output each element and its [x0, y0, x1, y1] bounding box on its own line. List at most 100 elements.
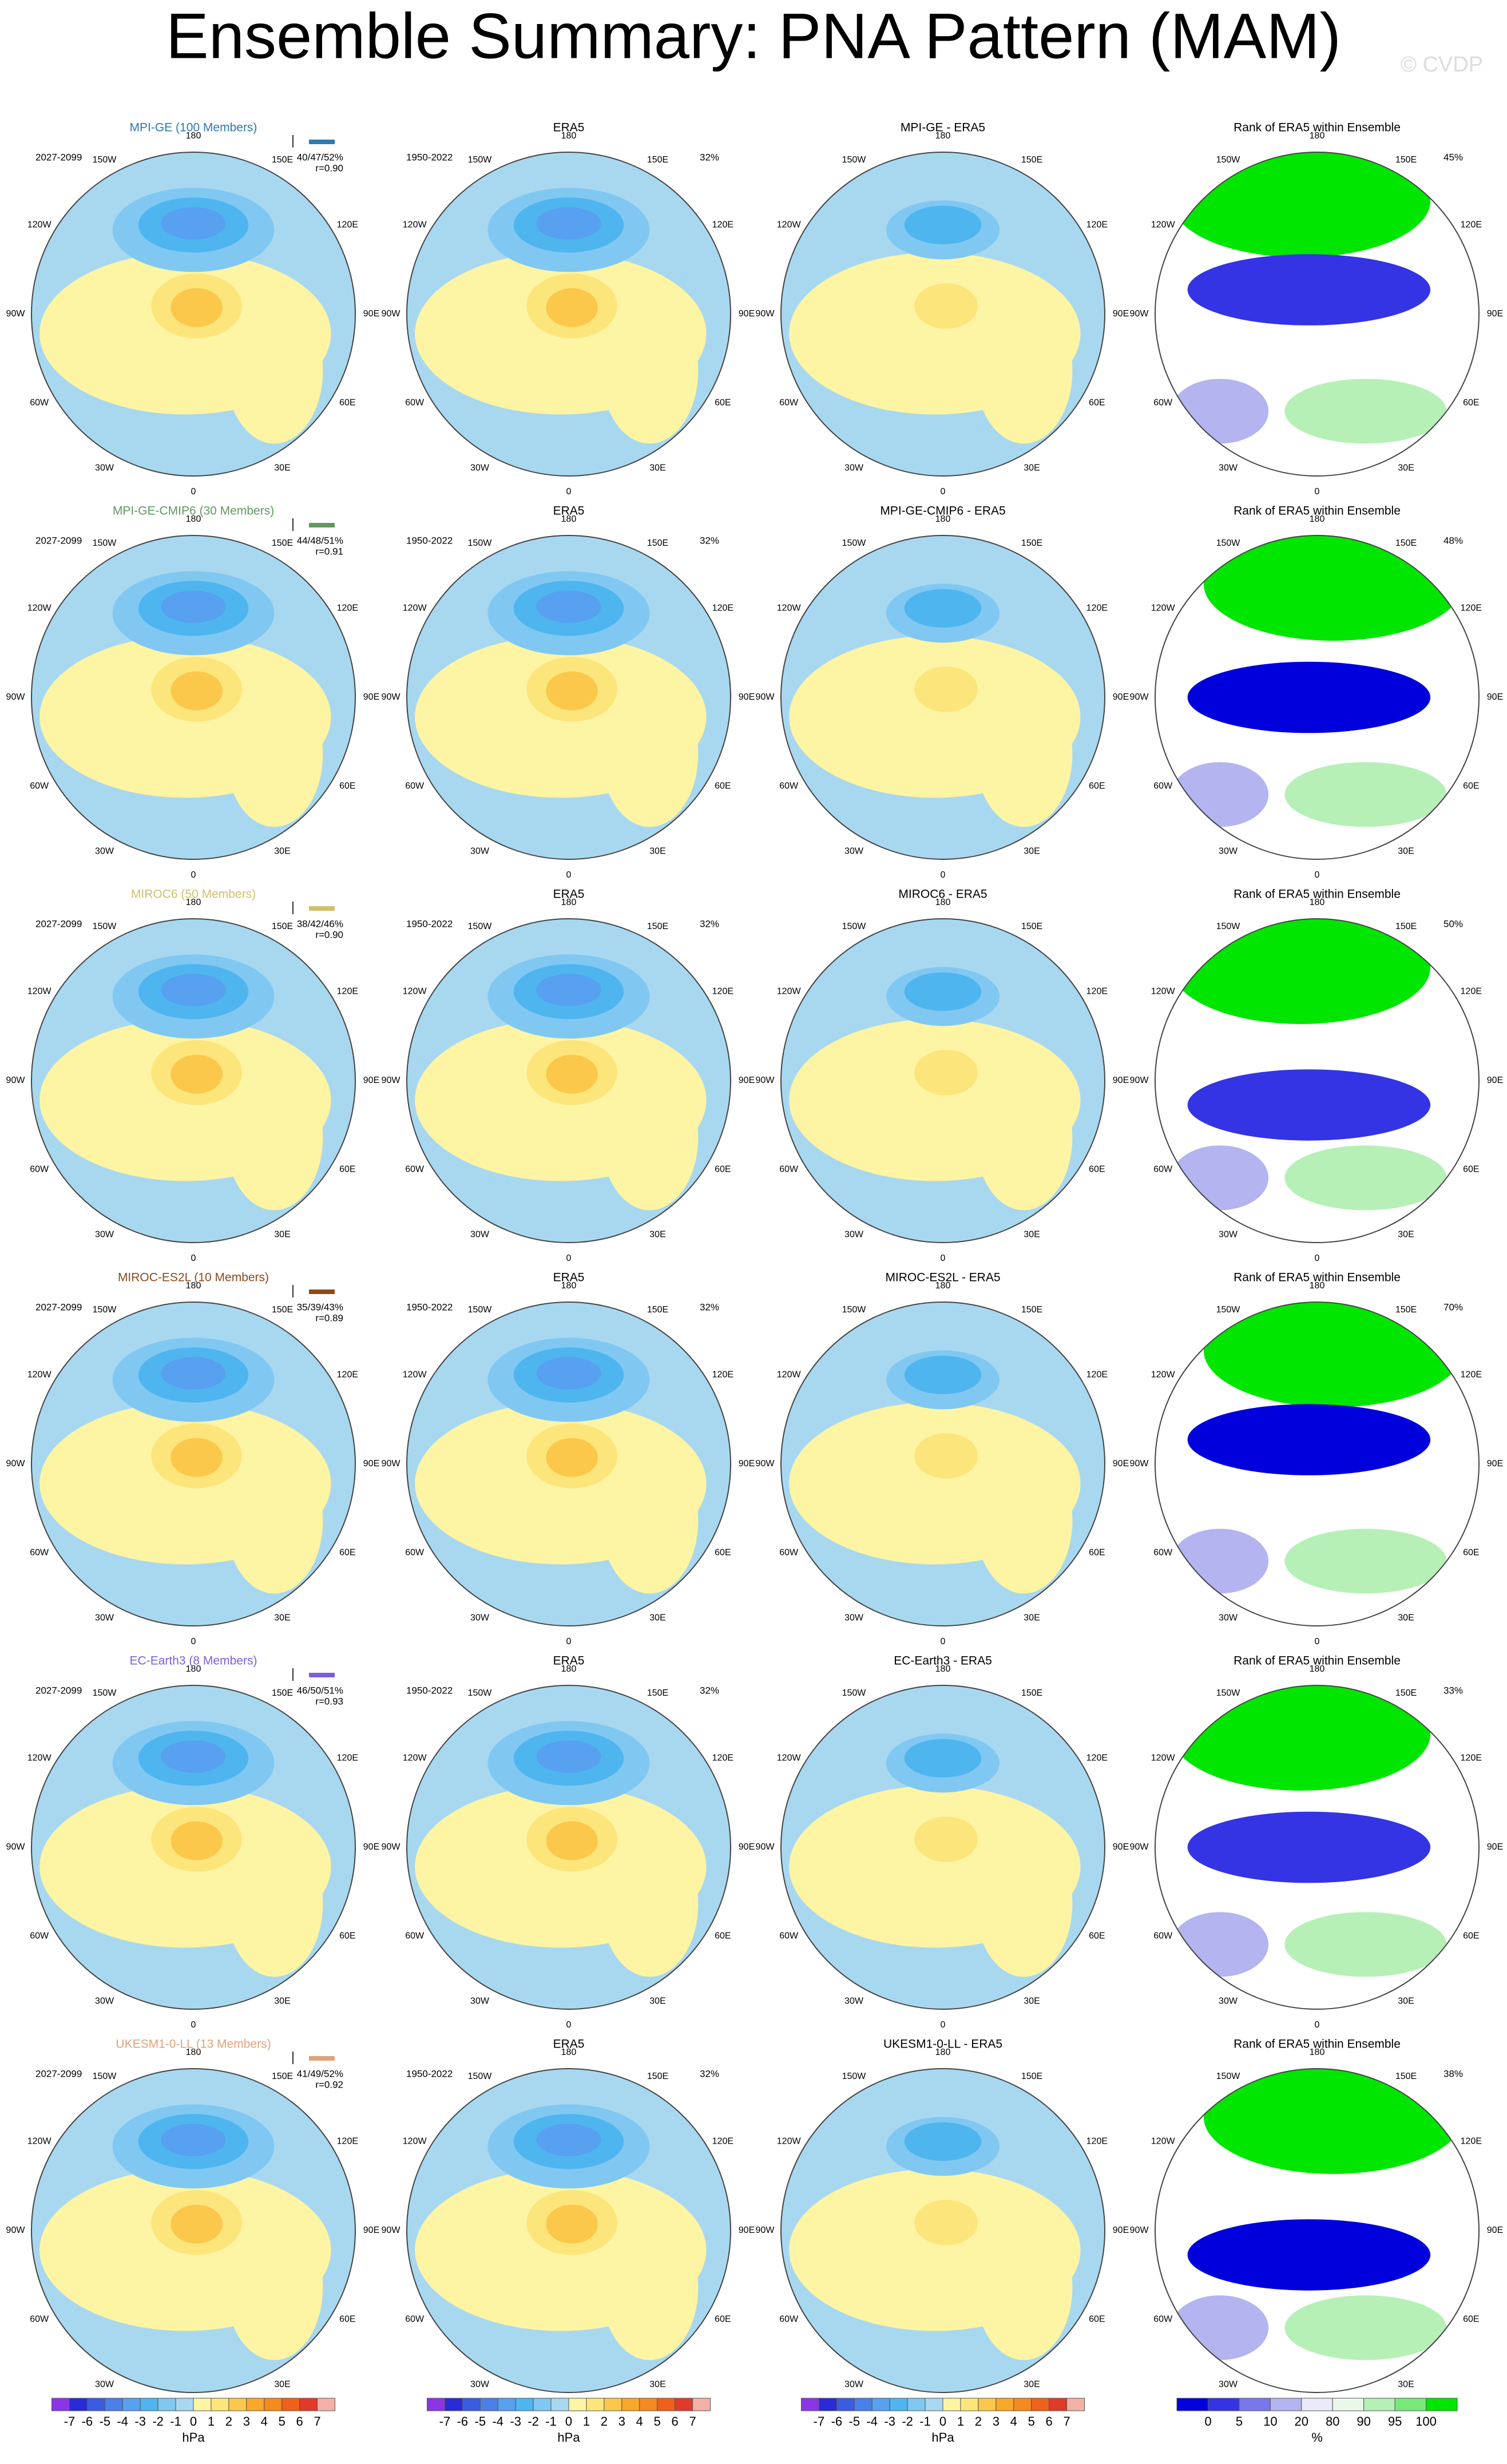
map-label: 0 — [1315, 2020, 1320, 2030]
colorbar-box — [1207, 2398, 1240, 2411]
colorbar-label: 3 — [243, 2414, 250, 2429]
map-label: 150E — [1395, 538, 1417, 548]
map-label: 60W — [405, 781, 425, 791]
map — [781, 919, 1105, 1243]
field-positive — [546, 671, 598, 711]
map-label: 150E — [1021, 2072, 1042, 2081]
map-label: 90W — [756, 692, 775, 702]
map-label: 120E — [1086, 2137, 1108, 2146]
field-negative — [904, 1739, 982, 1778]
map-label: 150W — [842, 1305, 867, 1315]
map-label: 60E — [715, 1165, 731, 1175]
map-label: 120E — [337, 1753, 358, 1763]
colorbar-box — [586, 2398, 605, 2411]
colorbar-label: -5 — [475, 2414, 486, 2429]
map-label: 90W — [382, 1076, 401, 1085]
colorbar-label: 1 — [957, 2414, 964, 2429]
map-label: 90E — [1113, 1842, 1129, 1852]
colorbar-label: 6 — [1046, 2414, 1053, 2429]
map-label: 180 — [935, 898, 951, 907]
map-label: 90E — [739, 309, 755, 319]
map-label: 30E — [649, 1997, 665, 2006]
field-negative — [161, 1740, 226, 1773]
colorbar-label: 1 — [208, 2414, 215, 2429]
field-positive — [601, 1447, 699, 1594]
map-outline — [406, 152, 731, 477]
colorbar-box — [246, 2398, 265, 2411]
field-negative — [904, 589, 982, 628]
colorbar-unit: hPa — [182, 2430, 205, 2445]
map-label: 150W — [842, 2072, 867, 2081]
map-label: 0 — [566, 870, 572, 880]
map-label: 90E — [363, 309, 379, 319]
map-label: 90E — [363, 1459, 379, 1469]
colorbar-box — [281, 2398, 300, 2411]
rank-low — [1187, 2219, 1431, 2291]
rank-pct: 70% — [1443, 1302, 1463, 1312]
map-label: 120E — [1086, 604, 1108, 613]
panel-title: EC-Earth3 (8 Members) — [130, 1654, 257, 1668]
panel-title: Rank of ERA5 within Ensemble — [1234, 1654, 1401, 1668]
map — [781, 2069, 1105, 2392]
map-label: 0 — [191, 2020, 196, 2030]
map-label: 180 — [1310, 131, 1325, 141]
map-label: 30W — [95, 1613, 114, 1623]
map-label: 30W — [470, 463, 490, 473]
map-label: 180 — [186, 1664, 201, 1674]
field-negative — [161, 974, 226, 1006]
map-label: 150W — [1216, 1305, 1241, 1315]
period: 2027-2099 — [35, 1302, 82, 1312]
map-label: 30W — [470, 1997, 490, 2006]
colorbar-box — [925, 2398, 943, 2411]
rank-low — [1187, 1811, 1431, 1883]
map-label: 90W — [6, 309, 26, 319]
map-label: 60W — [779, 2315, 799, 2324]
map-label: 30W — [1219, 2380, 1238, 2390]
map-label: 180 — [935, 1281, 951, 1291]
map-label: 180 — [186, 898, 201, 907]
obs-period: 1950-2022 — [406, 152, 453, 162]
colorbar-box — [317, 2398, 335, 2411]
field-positive — [975, 297, 1073, 444]
colorbar-box — [604, 2398, 622, 2411]
stats: 44/48/51% — [297, 535, 343, 546]
colorbar-label: 6 — [296, 2414, 303, 2429]
map-label: 60E — [1089, 2315, 1105, 2324]
whisker-box — [309, 2056, 335, 2061]
field-positive — [975, 1831, 1073, 1977]
map — [1155, 919, 1479, 1243]
map-label: 60W — [779, 398, 799, 408]
map-label: 180 — [1310, 1281, 1325, 1291]
field-positive — [914, 283, 978, 329]
map-label: 60E — [339, 1931, 355, 1941]
map-label: 60W — [30, 781, 49, 791]
map-label: 90E — [1113, 309, 1129, 319]
map-label: 30W — [844, 847, 864, 856]
map-label: 30E — [649, 1613, 665, 1623]
map-label: 60E — [1463, 781, 1479, 791]
map-label: 150E — [1395, 1688, 1417, 1698]
map-outline — [31, 152, 356, 477]
colorbar-label: -1 — [545, 2414, 557, 2429]
colorbar-label: -1 — [170, 2414, 181, 2429]
map-label: 90W — [756, 1076, 775, 1085]
map-label: 60W — [1153, 1931, 1173, 1941]
map-label: 60W — [405, 1548, 425, 1558]
colorbar-box — [1013, 2398, 1032, 2411]
map-label: 60E — [1463, 1548, 1479, 1558]
map — [31, 919, 355, 1243]
field-negative — [536, 2124, 601, 2156]
colorbar-box — [1394, 2398, 1427, 2411]
colorbar-box — [818, 2398, 837, 2411]
correlation: r=0.93 — [315, 1696, 343, 1707]
obs-pct: 32% — [700, 918, 719, 929]
map-label: 180 — [561, 1664, 577, 1674]
obs-pct: 32% — [700, 1302, 719, 1312]
map-label: 90W — [6, 1076, 26, 1085]
colorbar-label: 2 — [225, 2414, 232, 2429]
map-outline — [780, 152, 1105, 477]
map — [407, 919, 731, 1243]
colorbar-label: 0 — [190, 2414, 197, 2429]
colorbar-box — [801, 2398, 819, 2411]
map-outline — [1155, 535, 1480, 860]
